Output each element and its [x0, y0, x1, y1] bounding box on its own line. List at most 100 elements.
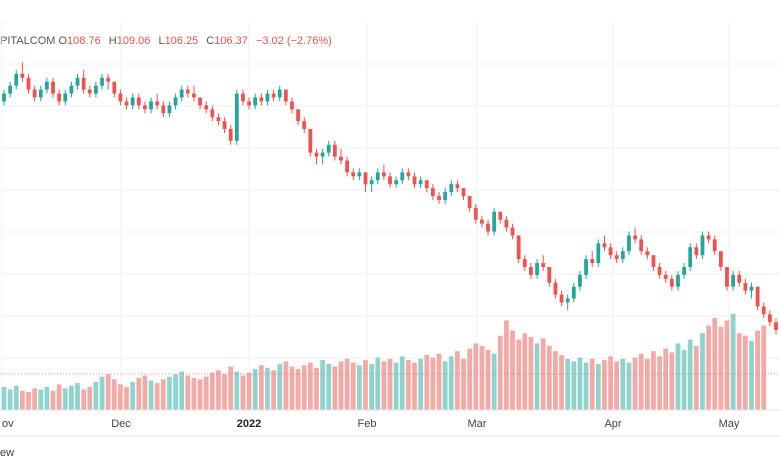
volume-bar	[26, 392, 31, 410]
candle-body	[645, 251, 650, 256]
candle	[222, 117, 227, 133]
volume-bar	[718, 326, 724, 410]
x-tick-label: 2022	[237, 418, 261, 430]
candle-body	[259, 97, 264, 102]
candle-body	[461, 188, 466, 197]
candle	[608, 243, 613, 260]
candle	[210, 105, 215, 122]
candle	[369, 176, 374, 193]
candle-body	[185, 89, 190, 94]
x-tick-label: Mar	[468, 418, 487, 430]
candle-body	[584, 259, 588, 275]
volume-bar	[749, 340, 754, 410]
volume-bar	[216, 370, 221, 410]
candle	[602, 235, 607, 252]
volume-bar	[528, 337, 534, 410]
volume-bar	[626, 362, 632, 410]
candle	[100, 73, 104, 90]
candle-body	[296, 109, 300, 122]
candle	[332, 140, 337, 161]
volume-bar	[326, 363, 332, 410]
candle-body	[614, 255, 619, 260]
volume-bar	[583, 362, 589, 410]
volume-bar	[13, 385, 19, 410]
candle	[755, 286, 760, 311]
candle-body	[339, 156, 343, 161]
volume-bar	[332, 366, 338, 410]
x-tick-label: May	[719, 418, 740, 430]
candle-body	[253, 97, 258, 106]
candle	[473, 203, 478, 224]
candle	[381, 164, 386, 181]
candle-body	[571, 286, 576, 299]
candle-body	[749, 286, 754, 291]
volume-bar	[504, 320, 509, 410]
candle	[8, 81, 13, 98]
candle-body	[283, 89, 288, 102]
candle	[339, 148, 343, 165]
low-value: 106.25	[164, 35, 199, 47]
candle	[645, 247, 650, 260]
candle	[351, 168, 356, 181]
candle-body	[326, 144, 331, 153]
volume-bar	[356, 365, 362, 410]
volume-bar	[424, 354, 430, 410]
candle	[394, 176, 399, 189]
volume-bar	[430, 357, 436, 410]
volume-bar	[448, 356, 454, 410]
candle-body	[565, 298, 570, 303]
candle-body	[87, 89, 92, 94]
candle	[663, 270, 668, 283]
candle-body	[44, 81, 49, 90]
volume-bar	[393, 362, 399, 410]
candle	[326, 140, 331, 157]
volume-bar	[693, 346, 699, 410]
candle	[63, 89, 68, 106]
candle	[44, 77, 49, 94]
volume-bar	[657, 356, 662, 410]
candle	[535, 259, 539, 279]
candle	[357, 168, 362, 181]
candle-body	[743, 282, 748, 291]
candle-body	[633, 235, 637, 240]
candle	[541, 255, 546, 271]
candle	[455, 180, 460, 193]
candle	[412, 172, 417, 189]
candle-body	[608, 247, 613, 256]
candle-body	[522, 259, 527, 267]
candle-body	[388, 176, 392, 185]
candle-body	[437, 196, 441, 200]
volume-bar	[344, 358, 350, 410]
candle	[14, 69, 19, 90]
volume-bar	[553, 351, 558, 410]
candle-body	[332, 144, 337, 157]
volume-bar	[19, 390, 25, 410]
candle-body	[357, 172, 362, 177]
candle-body	[541, 263, 546, 267]
candle	[253, 93, 258, 110]
candle	[388, 172, 392, 189]
candle	[320, 148, 325, 165]
candle	[75, 73, 80, 90]
volume-bar	[363, 360, 368, 410]
volume-bar	[381, 361, 387, 410]
candle	[290, 97, 294, 114]
candle-body	[449, 184, 454, 193]
volume-bar	[436, 353, 442, 410]
candle	[234, 89, 239, 145]
candle-body	[136, 97, 141, 106]
candle-body	[761, 306, 766, 315]
x-tick-label: Apr	[604, 418, 621, 430]
candle-body	[112, 81, 117, 94]
candle-body	[57, 93, 62, 102]
candle	[406, 168, 411, 181]
volume-bar	[283, 361, 289, 410]
candle	[345, 156, 350, 177]
candle-body	[63, 93, 68, 102]
candle	[584, 255, 588, 279]
close-value: 106.37	[214, 35, 248, 47]
open-label: O	[58, 35, 68, 47]
footer-label[interactable]: ew	[0, 447, 15, 459]
candle	[461, 188, 466, 200]
